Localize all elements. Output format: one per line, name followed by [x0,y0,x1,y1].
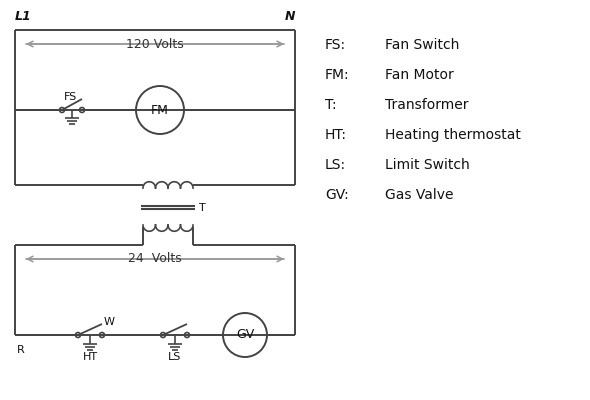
Text: Limit Switch: Limit Switch [385,158,470,172]
Circle shape [223,313,267,357]
Text: GV:: GV: [325,188,349,202]
Circle shape [80,108,84,112]
Text: GV: GV [236,328,254,342]
Text: N: N [284,10,295,24]
Text: FS:: FS: [325,38,346,52]
Circle shape [160,332,166,338]
Text: FM: FM [151,104,169,116]
Text: Fan Switch: Fan Switch [385,38,460,52]
Text: HT: HT [83,352,97,362]
Text: HT:: HT: [325,128,347,142]
Text: FS: FS [64,92,77,102]
Text: 24  Volts: 24 Volts [128,252,182,266]
Text: T:: T: [325,98,337,112]
Circle shape [136,86,184,134]
Text: LS: LS [168,352,182,362]
Text: Fan Motor: Fan Motor [385,68,454,82]
Text: Heating thermostat: Heating thermostat [385,128,521,142]
Circle shape [185,332,189,338]
Text: T: T [199,203,206,213]
Text: Gas Valve: Gas Valve [385,188,454,202]
Circle shape [76,332,80,338]
Text: 120 Volts: 120 Volts [126,38,184,50]
Text: L1: L1 [15,10,32,24]
Text: LS:: LS: [325,158,346,172]
Circle shape [60,108,64,112]
Text: Transformer: Transformer [385,98,468,112]
Text: R: R [17,345,25,355]
Circle shape [100,332,104,338]
Text: FM:: FM: [325,68,350,82]
Text: W: W [104,317,115,327]
